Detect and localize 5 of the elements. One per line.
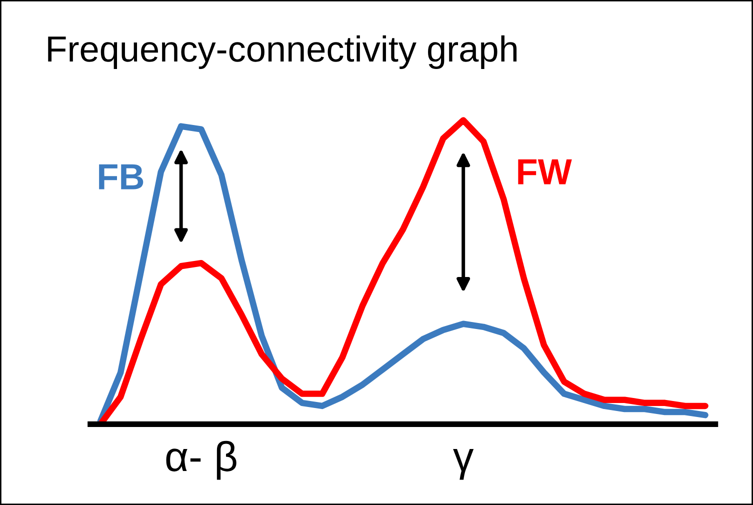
chart-title: Frequency-connectivity graph [48,35,517,70]
series-label: FW [518,159,572,184]
x-tick-label: γ [453,449,474,480]
series-label: FB [99,164,144,190]
x-tick-label: α- β [166,440,236,480]
